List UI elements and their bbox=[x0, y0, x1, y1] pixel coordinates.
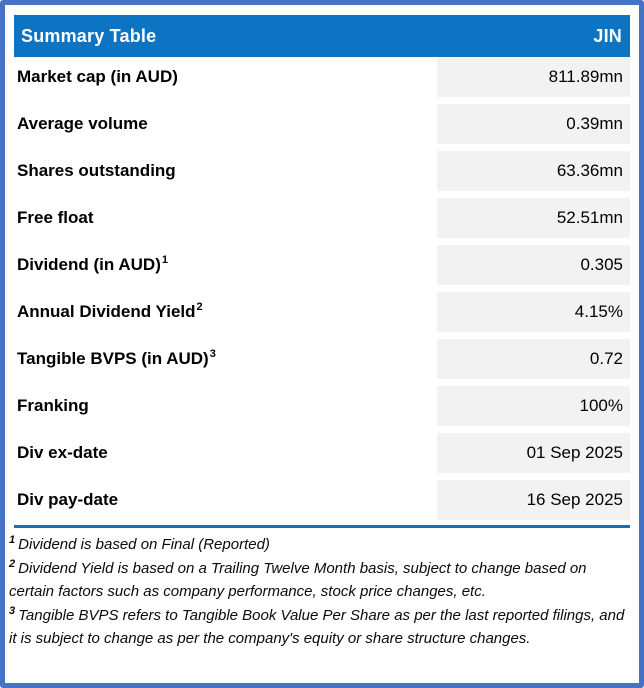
row-value: 811.89mn bbox=[437, 57, 630, 97]
row-label-text: Shares outstanding bbox=[17, 161, 176, 180]
row-value: 4.15% bbox=[437, 292, 630, 332]
row-label: Annual Dividend Yield2 bbox=[14, 292, 437, 332]
row-label-text: Market cap (in AUD) bbox=[17, 67, 178, 86]
row-label: Franking bbox=[14, 386, 437, 426]
footnote: 1 Dividend is based on Final (Reported) bbox=[9, 533, 635, 556]
table-row: Div ex-date 01 Sep 2025 bbox=[14, 433, 630, 473]
footnote-marker: 1 bbox=[9, 534, 16, 546]
ticker-badge: JIN bbox=[593, 25, 622, 46]
row-value: 16 Sep 2025 bbox=[437, 480, 630, 520]
row-value: 63.36mn bbox=[437, 151, 630, 191]
footnote-marker: 1 bbox=[161, 254, 168, 267]
row-label-text: Free float bbox=[17, 208, 94, 227]
footnote: 2 Dividend Yield is based on a Trailing T… bbox=[9, 557, 635, 603]
row-value: 0.39mn bbox=[437, 104, 630, 144]
footnote-marker: 2 bbox=[9, 558, 16, 570]
row-label: Div ex-date bbox=[14, 433, 437, 473]
table-row: Shares outstanding 63.36mn bbox=[14, 151, 630, 191]
row-label: Shares outstanding bbox=[14, 151, 437, 191]
table-row: Tangible BVPS (in AUD)3 0.72 bbox=[14, 339, 630, 379]
row-value: 0.305 bbox=[437, 245, 630, 285]
table-body: Market cap (in AUD) 811.89mn Average vol… bbox=[14, 57, 630, 520]
row-label: Dividend (in AUD)1 bbox=[14, 245, 437, 285]
row-label: Div pay-date bbox=[14, 480, 437, 520]
table-row: Dividend (in AUD)1 0.305 bbox=[14, 245, 630, 285]
row-value: 52.51mn bbox=[437, 198, 630, 238]
footnote-marker: 3 bbox=[9, 605, 16, 617]
row-label-text: Dividend (in AUD) bbox=[17, 255, 161, 274]
table-row: Free float 52.51mn bbox=[14, 198, 630, 238]
table-row: Annual Dividend Yield2 4.15% bbox=[14, 292, 630, 332]
row-value: 100% bbox=[437, 386, 630, 426]
table-row: Franking 100% bbox=[14, 386, 630, 426]
row-value: 0.72 bbox=[437, 339, 630, 379]
row-label-text: Franking bbox=[17, 396, 89, 415]
footnote-marker: 3 bbox=[209, 348, 216, 361]
row-label-text: Tangible BVPS (in AUD) bbox=[17, 349, 209, 368]
table-title: Summary Table bbox=[21, 25, 157, 46]
row-label-text: Div ex-date bbox=[17, 443, 108, 462]
footnote-text: Tangible BVPS refers to Tangible Book Va… bbox=[9, 607, 625, 647]
footnote-marker: 2 bbox=[196, 301, 203, 314]
row-label: Tangible BVPS (in AUD)3 bbox=[14, 339, 437, 379]
table-row: Average volume 0.39mn bbox=[14, 104, 630, 144]
row-label: Market cap (in AUD) bbox=[14, 57, 437, 97]
footer-divider bbox=[14, 525, 630, 528]
footnote: 3 Tangible BVPS refers to Tangible Book V… bbox=[9, 604, 635, 650]
footnote-text: Dividend is based on Final (Reported) bbox=[18, 536, 270, 553]
row-label: Free float bbox=[14, 198, 437, 238]
row-label-text: Annual Dividend Yield bbox=[17, 302, 196, 321]
table-header: Summary Table JIN bbox=[14, 15, 630, 57]
table-row: Div pay-date 16 Sep 2025 bbox=[14, 480, 630, 520]
row-label: Average volume bbox=[14, 104, 437, 144]
row-value: 01 Sep 2025 bbox=[437, 433, 630, 473]
footnote-text: Dividend Yield is based on a Trailing Tw… bbox=[9, 560, 587, 600]
row-label-text: Average volume bbox=[17, 114, 148, 133]
row-label-text: Div pay-date bbox=[17, 490, 119, 509]
footnotes: 1 Dividend is based on Final (Reported) 2… bbox=[9, 533, 635, 650]
table-row: Market cap (in AUD) 811.89mn bbox=[14, 57, 630, 97]
